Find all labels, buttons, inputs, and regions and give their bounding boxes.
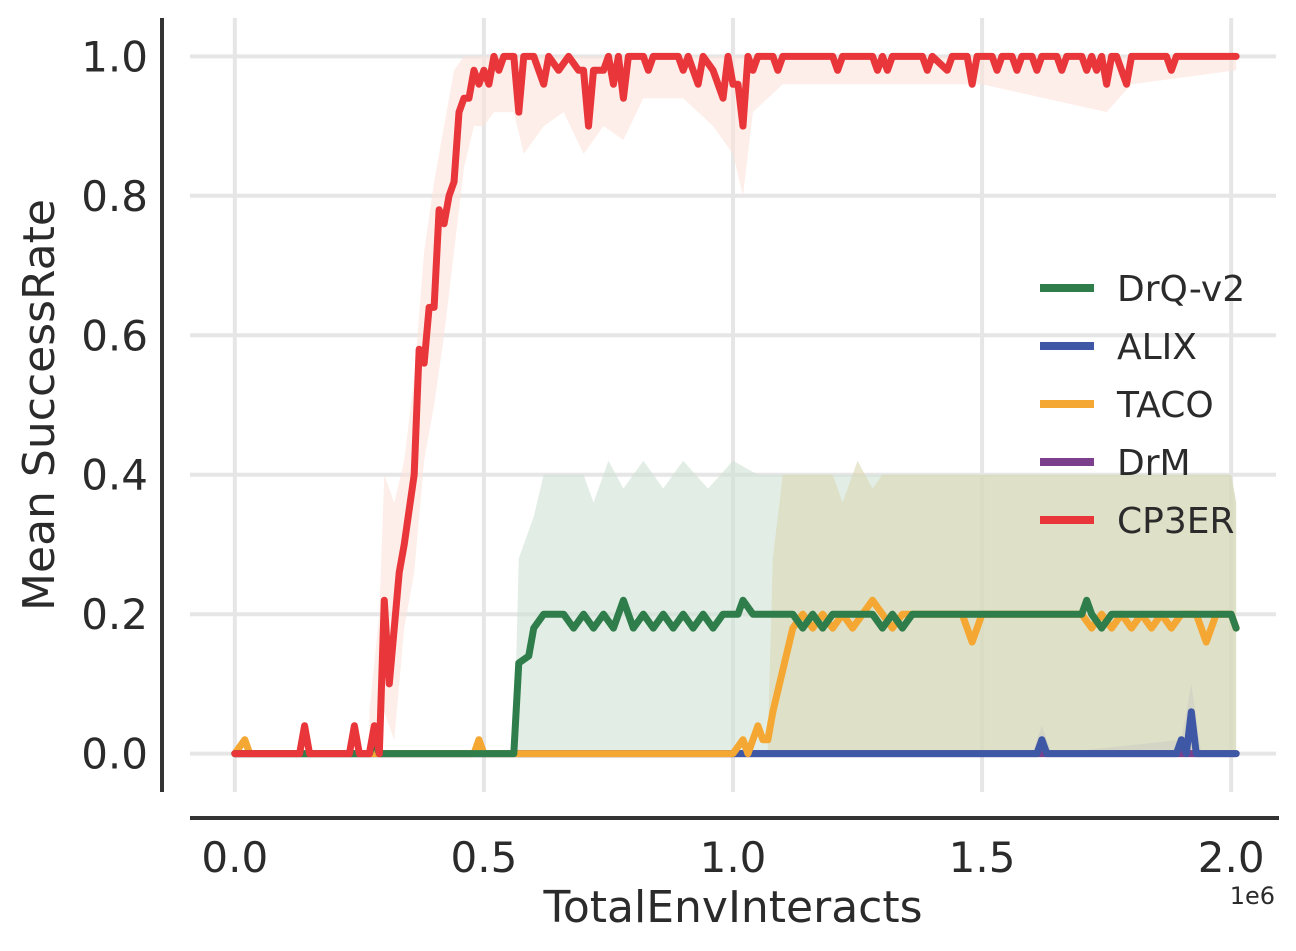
x-tick-label: 0.5 xyxy=(451,833,518,882)
legend-label-taco: TACO xyxy=(1116,385,1214,426)
series-line-drq-v2 xyxy=(231,596,1240,758)
legend: DrQ-v2 ALIX TACO DrM CP3ER xyxy=(1040,269,1245,542)
y-tick-label: 0.2 xyxy=(81,590,148,639)
x-axis-label: TotalEnvInteracts xyxy=(542,882,922,933)
legend-label-cp3er: CP3ER xyxy=(1117,501,1235,542)
y-tick-label: 0.8 xyxy=(81,172,148,221)
x-tick-label: 0.0 xyxy=(201,833,268,882)
x-tick-labels: 0.0 0.5 1.0 1.5 2.0 xyxy=(201,833,1264,882)
series-line-alix xyxy=(231,708,1240,758)
y-axis-label: Mean SuccessRate xyxy=(14,199,65,611)
legend-label-drq-v2: DrQ-v2 xyxy=(1117,269,1245,310)
series-line-cp3er xyxy=(231,52,1240,758)
y-tick-labels: 0.0 0.2 0.4 0.6 0.8 1.0 xyxy=(81,32,148,778)
x-tick-label: 1.0 xyxy=(700,833,767,882)
x-scale-label: 1e6 xyxy=(1230,882,1275,910)
legend-label-alix: ALIX xyxy=(1117,327,1197,368)
y-tick-label: 0.6 xyxy=(81,311,148,360)
y-tick-label: 0.4 xyxy=(81,451,148,500)
y-tick-label: 1.0 xyxy=(81,32,148,81)
series-line-taco xyxy=(231,596,1240,758)
series-lines xyxy=(231,52,1240,758)
x-tick-label: 1.5 xyxy=(949,833,1016,882)
axes xyxy=(160,18,1279,820)
band-taco xyxy=(767,460,1237,754)
y-tick-label: 0.0 xyxy=(81,730,148,779)
x-tick-label: 2.0 xyxy=(1198,833,1265,882)
confidence-bands xyxy=(369,56,1237,754)
legend-label-drm: DrM xyxy=(1117,443,1191,484)
